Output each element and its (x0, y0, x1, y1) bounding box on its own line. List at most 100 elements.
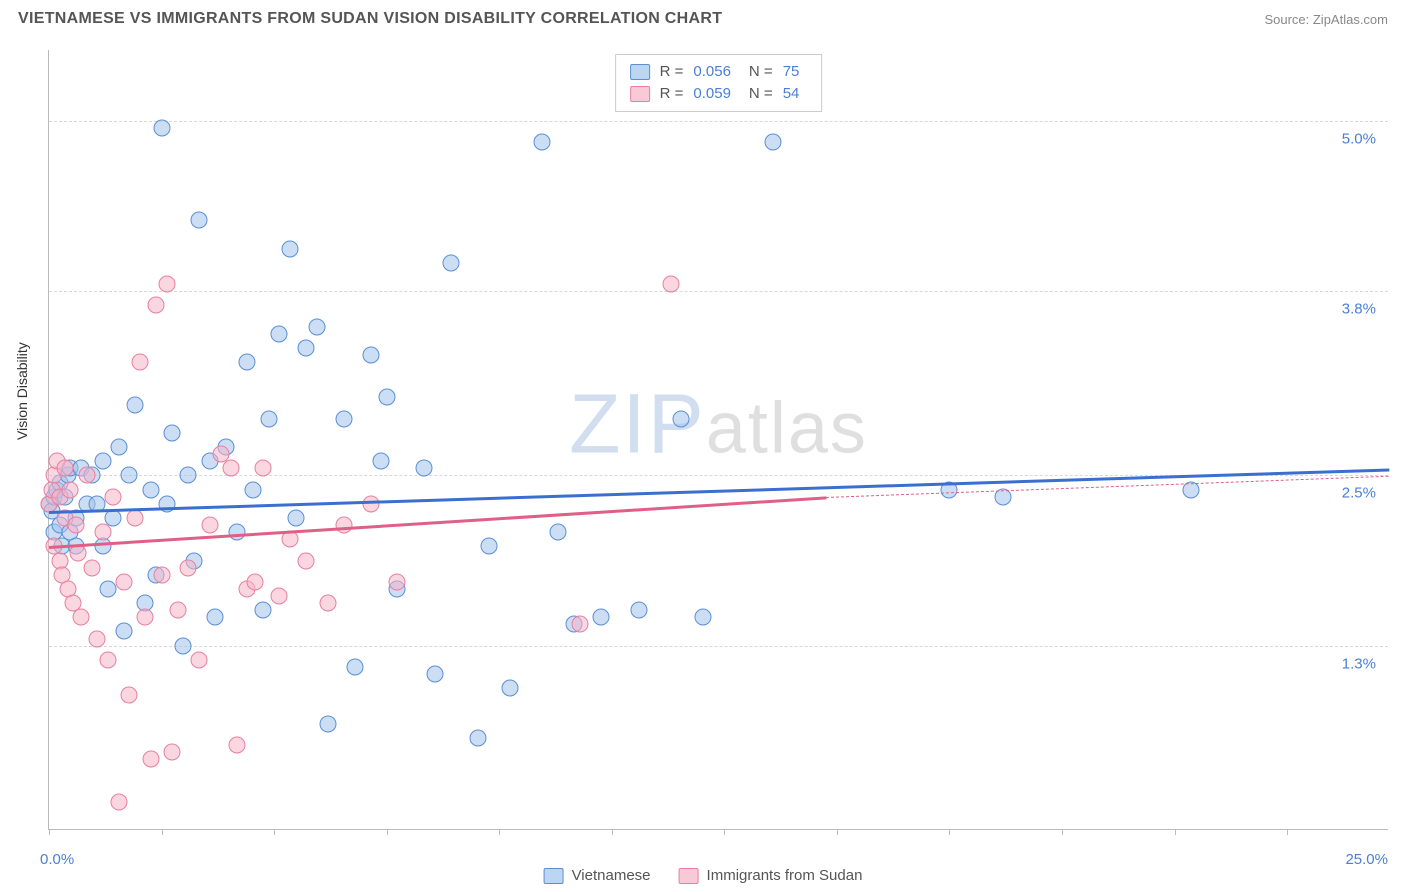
data-point (105, 488, 122, 505)
gridline (49, 291, 1388, 292)
watermark: ZIPatlas (569, 375, 868, 472)
x-tick (724, 829, 725, 835)
data-point (416, 460, 433, 477)
data-point (426, 666, 443, 683)
data-point (373, 453, 390, 470)
data-point (673, 410, 690, 427)
correlation-legend: R = 0.056 N = 75 R = 0.059 N = 54 (615, 54, 823, 112)
data-point (121, 467, 138, 484)
scatter-chart: ZIPatlas R = 0.056 N = 75 R = 0.059 N = … (48, 50, 1388, 830)
data-point (260, 410, 277, 427)
data-point (271, 325, 288, 342)
swatch-blue (544, 868, 564, 884)
swatch-pink (630, 86, 650, 102)
data-point (335, 517, 352, 534)
data-point (764, 134, 781, 151)
data-point (630, 602, 647, 619)
data-point (169, 602, 186, 619)
x-tick (387, 829, 388, 835)
x-tick (1062, 829, 1063, 835)
y-tick-label: 5.0% (1342, 130, 1376, 147)
data-point (175, 637, 192, 654)
data-point (346, 658, 363, 675)
data-point (94, 524, 111, 541)
data-point (282, 240, 299, 257)
data-point (480, 538, 497, 555)
data-point (298, 339, 315, 356)
swatch-blue (630, 64, 650, 80)
series-legend: Vietnamese Immigrants from Sudan (544, 867, 863, 884)
legend-item-sudan: Immigrants from Sudan (679, 867, 863, 884)
x-max-label: 25.0% (1345, 851, 1388, 868)
data-point (121, 687, 138, 704)
data-point (223, 460, 240, 477)
data-point (362, 346, 379, 363)
data-point (89, 630, 106, 647)
data-point (83, 559, 100, 576)
source-attribution: Source: ZipAtlas.com (1264, 12, 1388, 27)
y-tick-label: 1.3% (1342, 655, 1376, 672)
x-tick (1287, 829, 1288, 835)
x-tick (274, 829, 275, 835)
y-axis-label: Vision Disability (14, 342, 30, 440)
x-tick (612, 829, 613, 835)
legend-row-vietnamese: R = 0.056 N = 75 (630, 61, 808, 83)
gridline (49, 646, 1388, 647)
data-point (116, 573, 133, 590)
data-point (191, 212, 208, 229)
data-point (244, 481, 261, 498)
data-point (180, 467, 197, 484)
data-point (335, 410, 352, 427)
data-point (132, 354, 149, 371)
data-point (62, 481, 79, 498)
data-point (126, 396, 143, 413)
data-point (378, 389, 395, 406)
data-point (191, 651, 208, 668)
data-point (164, 744, 181, 761)
data-point (255, 602, 272, 619)
data-point (593, 609, 610, 626)
data-point (153, 566, 170, 583)
data-point (239, 354, 256, 371)
data-point (469, 729, 486, 746)
y-tick-label: 2.5% (1342, 485, 1376, 502)
source-link[interactable]: ZipAtlas.com (1313, 12, 1388, 27)
data-point (73, 609, 90, 626)
chart-header: VIETNAMESE VS IMMIGRANTS FROM SUDAN VISI… (0, 0, 1406, 36)
data-point (319, 715, 336, 732)
data-point (228, 736, 245, 753)
swatch-pink (679, 868, 699, 884)
x-tick (837, 829, 838, 835)
data-point (298, 552, 315, 569)
gridline (49, 121, 1388, 122)
data-point (247, 573, 264, 590)
data-point (501, 680, 518, 697)
data-point (137, 609, 154, 626)
data-point (67, 517, 84, 534)
data-point (662, 276, 679, 293)
data-point (94, 453, 111, 470)
data-point (201, 517, 218, 534)
data-point (142, 751, 159, 768)
y-tick-label: 3.8% (1342, 301, 1376, 318)
data-point (180, 559, 197, 576)
data-point (319, 595, 336, 612)
data-point (153, 120, 170, 137)
data-point (105, 510, 122, 527)
x-tick (949, 829, 950, 835)
data-point (142, 481, 159, 498)
data-point (443, 254, 460, 271)
x-tick (162, 829, 163, 835)
data-point (78, 467, 95, 484)
data-point (287, 510, 304, 527)
data-point (110, 439, 127, 456)
data-point (57, 460, 74, 477)
data-point (550, 524, 567, 541)
chart-title: VIETNAMESE VS IMMIGRANTS FROM SUDAN VISI… (18, 10, 722, 28)
data-point (110, 793, 127, 810)
data-point (362, 495, 379, 512)
x-tick (49, 829, 50, 835)
data-point (271, 588, 288, 605)
x-tick (1175, 829, 1176, 835)
data-point (116, 623, 133, 640)
